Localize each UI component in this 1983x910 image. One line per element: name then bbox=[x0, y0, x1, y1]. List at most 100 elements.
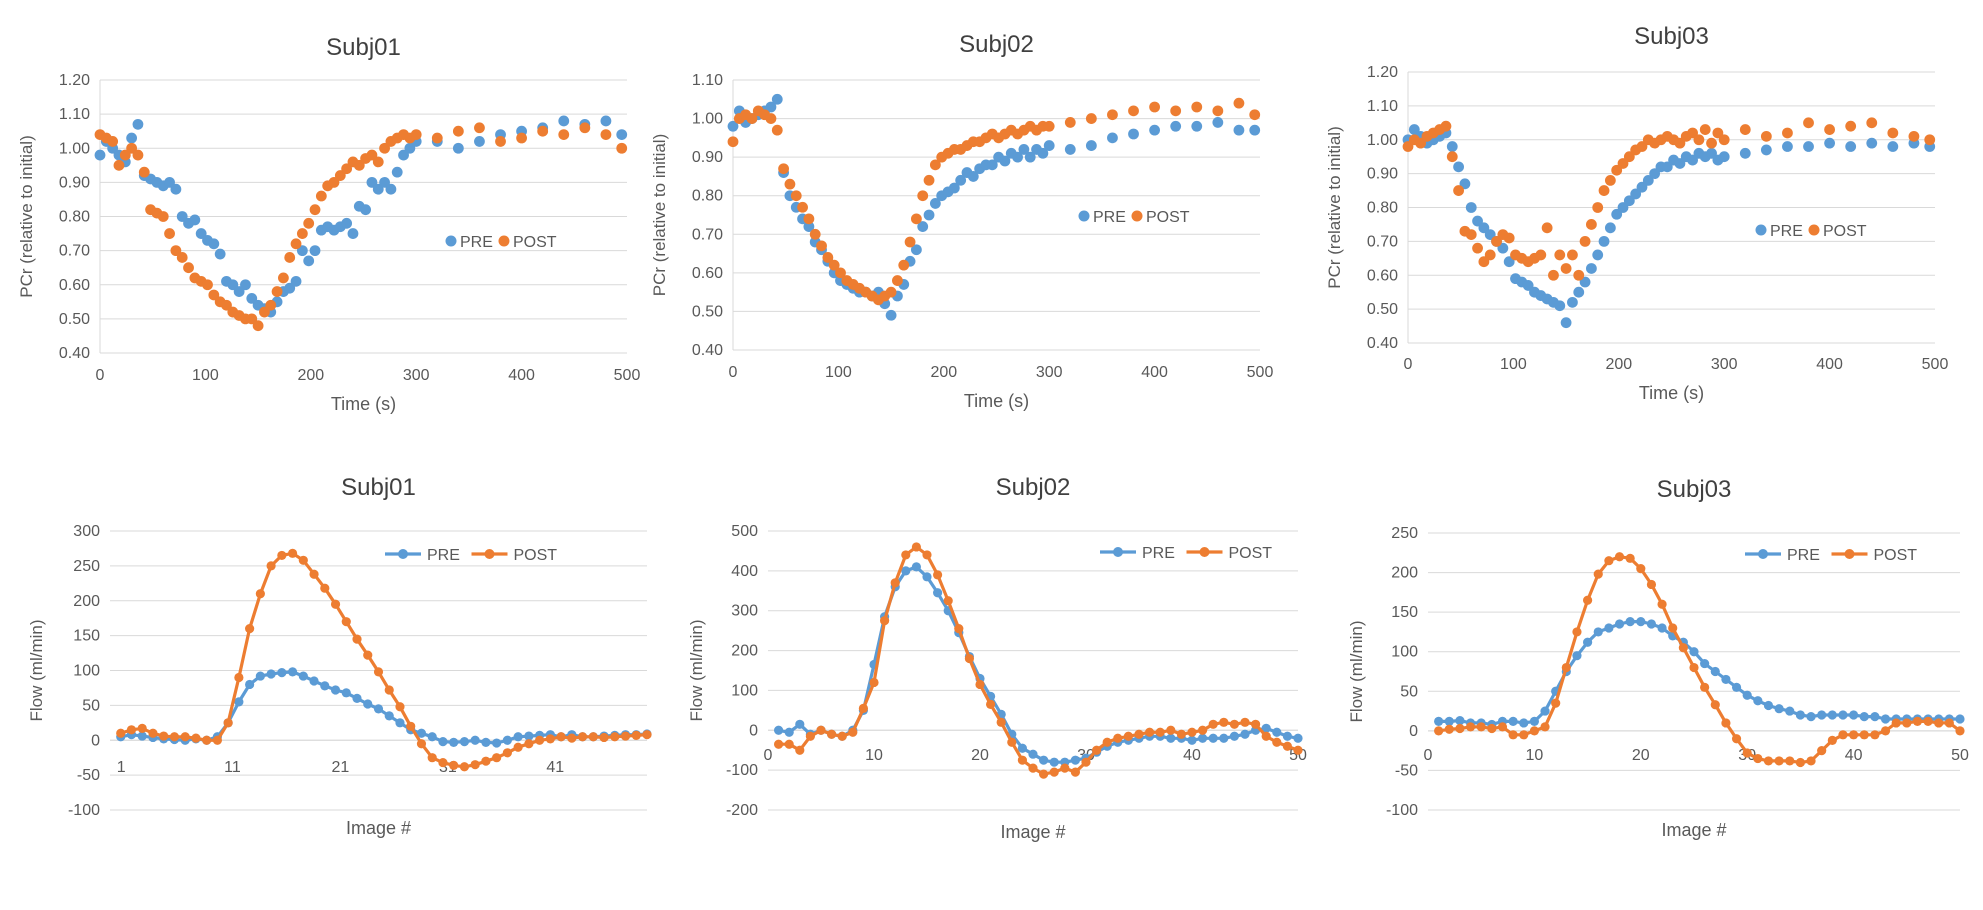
data-point-pre bbox=[1795, 710, 1805, 720]
data-point-post bbox=[1908, 130, 1920, 142]
data-point-pre bbox=[917, 221, 929, 232]
data-point-post bbox=[579, 122, 591, 134]
data-point-post bbox=[1113, 733, 1123, 743]
data-point-post bbox=[119, 149, 131, 161]
legend-label-post: POST bbox=[1823, 223, 1867, 240]
x-tick-label: 300 bbox=[1711, 356, 1738, 373]
chart-pcr-subj03: 0.40 0.50 0.60 0.70 0.80 0.90 1.00 1.10 1.20 0 100… bbox=[1325, 23, 1948, 403]
data-point-post bbox=[795, 745, 805, 755]
data-point-post bbox=[577, 732, 588, 742]
data-point-post bbox=[266, 561, 276, 571]
data-point-pre bbox=[1870, 712, 1880, 722]
data-point-pre bbox=[558, 115, 570, 127]
y-axis-title: PCr (relative to initial) bbox=[650, 134, 669, 297]
data-point-post bbox=[176, 252, 188, 263]
data-point-post bbox=[1838, 730, 1848, 740]
data-point-post bbox=[1007, 737, 1017, 747]
data-point-post bbox=[892, 275, 903, 286]
data-point-post bbox=[1668, 623, 1678, 633]
data-point-post bbox=[771, 124, 783, 136]
data-point-pre bbox=[1012, 151, 1023, 163]
y-tick-label: 300 bbox=[73, 523, 100, 540]
data-point-pre bbox=[164, 176, 175, 188]
data-point-pre bbox=[1706, 147, 1717, 159]
data-point-pre bbox=[1572, 651, 1582, 661]
data-point-post bbox=[784, 739, 794, 749]
data-point-post bbox=[1560, 263, 1572, 274]
data-point-pre bbox=[208, 238, 220, 250]
data-point-post bbox=[208, 289, 220, 301]
data-point-post bbox=[599, 732, 609, 743]
chart-title: Subj02 bbox=[959, 31, 1034, 58]
data-point-pre bbox=[1887, 141, 1899, 152]
data-point-pre bbox=[1700, 658, 1710, 669]
data-point-post bbox=[848, 727, 858, 737]
data-point-post bbox=[1176, 729, 1186, 739]
data-point-pre bbox=[363, 699, 373, 709]
legend-label-post: POST bbox=[1874, 547, 1918, 564]
data-point-post bbox=[1540, 722, 1550, 732]
data-point-post bbox=[837, 731, 847, 741]
data-point-post bbox=[202, 735, 212, 745]
data-point-pre bbox=[176, 211, 188, 222]
data-point-post bbox=[1043, 120, 1055, 132]
y-tick-label: 0.40 bbox=[692, 342, 723, 359]
data-point-post bbox=[1465, 229, 1477, 241]
data-point-post bbox=[1774, 756, 1784, 766]
data-point-post bbox=[1902, 718, 1912, 728]
data-point-post bbox=[328, 176, 340, 188]
data-point-post bbox=[1795, 757, 1805, 768]
data-point-pre bbox=[986, 159, 998, 171]
data-point-post bbox=[1674, 137, 1686, 149]
data-point-pre bbox=[452, 142, 464, 154]
data-point-pre bbox=[240, 279, 251, 291]
data-point-pre bbox=[1540, 706, 1550, 716]
data-point-post bbox=[1785, 756, 1795, 766]
data-point-pre bbox=[1459, 178, 1471, 190]
chart-title: Subj03 bbox=[1657, 476, 1732, 503]
data-point-pre bbox=[1085, 140, 1097, 151]
data-point-post bbox=[481, 756, 491, 766]
y-tick-label: 1.00 bbox=[692, 111, 723, 128]
data-point-pre bbox=[404, 142, 416, 154]
data-point-post bbox=[341, 617, 351, 627]
data-point-pre bbox=[395, 718, 405, 728]
data-point-post bbox=[1598, 185, 1610, 196]
data-point-pre bbox=[277, 667, 287, 678]
data-point-post bbox=[427, 753, 437, 763]
data-point-pre bbox=[470, 735, 480, 745]
data-point-pre bbox=[1444, 716, 1454, 726]
data-point-post bbox=[431, 132, 443, 144]
data-point-pre bbox=[1592, 249, 1604, 261]
data-point-pre bbox=[385, 183, 397, 195]
y-tick-label: 500 bbox=[731, 523, 758, 540]
data-point-post bbox=[1592, 202, 1604, 213]
data-point-post bbox=[803, 213, 815, 225]
data-point-post bbox=[259, 306, 270, 318]
x-tick-label: 100 bbox=[825, 364, 852, 381]
data-point-post bbox=[1623, 151, 1635, 163]
data-point-pre bbox=[1128, 128, 1139, 140]
data-point-post bbox=[1107, 109, 1118, 121]
data-point-post bbox=[631, 730, 641, 740]
data-point-post bbox=[1128, 105, 1139, 117]
data-point-post bbox=[1497, 722, 1508, 732]
y-tick-label: 250 bbox=[1391, 525, 1418, 542]
data-point-post bbox=[784, 178, 796, 190]
data-point-post bbox=[137, 723, 147, 733]
data-point-post bbox=[778, 163, 789, 175]
data-point-pre bbox=[771, 93, 783, 105]
data-point-post bbox=[126, 725, 137, 735]
y-tick-label: 0.70 bbox=[692, 226, 723, 243]
data-point-pre bbox=[366, 176, 378, 188]
data-point-post bbox=[1229, 719, 1239, 729]
data-point-post bbox=[910, 213, 922, 225]
x-tick-label: 10 bbox=[1526, 747, 1544, 764]
data-point-pre bbox=[132, 118, 144, 130]
x-tick-label: 300 bbox=[403, 367, 430, 384]
data-point-pre bbox=[1598, 235, 1610, 247]
data-point-post bbox=[858, 703, 869, 713]
x-tick-label: 1 bbox=[117, 759, 126, 776]
data-point-post bbox=[513, 742, 523, 752]
data-point-post bbox=[470, 760, 480, 770]
